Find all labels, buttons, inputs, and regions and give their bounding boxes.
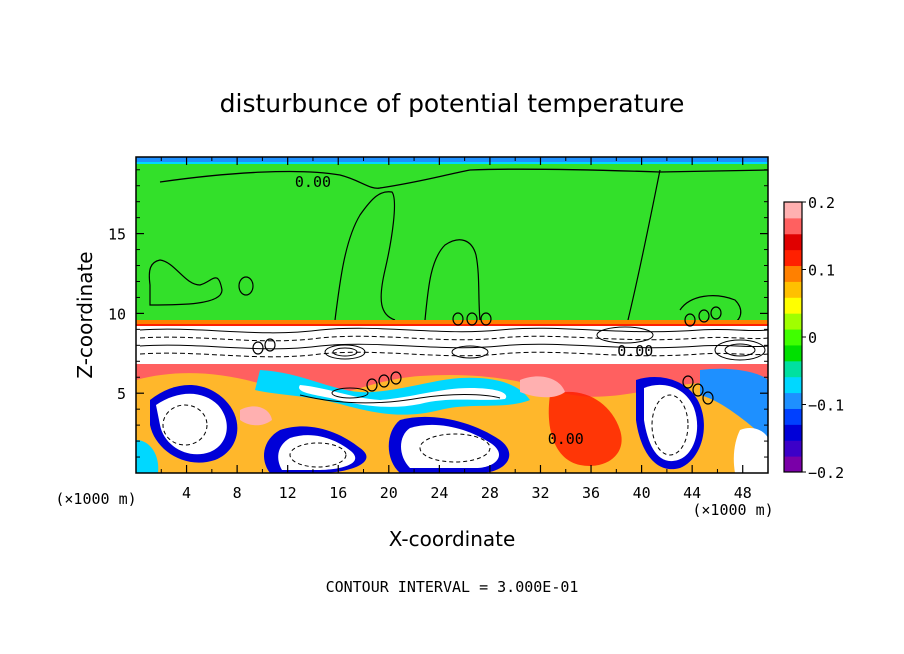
lower-layer-contours: [162, 387, 689, 468]
contour-label: 0.00: [548, 430, 584, 448]
colorbar-swatch: [784, 360, 802, 378]
top-boundary-layer: [136, 157, 768, 162]
colorbar-swatch: [784, 392, 802, 409]
x-tick-label: 4: [182, 484, 191, 502]
x-tick-label: 12: [279, 484, 297, 502]
contour-interval-label: CONTOUR INTERVAL = 3.000E-01: [326, 578, 579, 596]
x-tick-label: 8: [233, 484, 242, 502]
x-axis: 4 8 12 16 20 24 28 32 36 40 44 48: [160, 157, 752, 502]
x-tick-label: 16: [329, 484, 347, 502]
colorbar-swatch: [784, 344, 802, 362]
x-tick-label: 44: [683, 484, 701, 502]
colorbar-swatch: [784, 297, 802, 314]
colorbar-swatch: [784, 217, 802, 235]
contour-labels: 0.00 0.00 0.00: [295, 173, 653, 448]
contour-line: [627, 169, 661, 321]
colorbar-tick-label: −0.2: [808, 464, 844, 482]
x-tick-label: 48: [734, 484, 752, 502]
colorbar-swatch: [784, 281, 802, 298]
contour-label-markers: [252, 306, 722, 405]
colorbar-swatch: [784, 408, 802, 425]
x-tick-label: 28: [481, 484, 499, 502]
colorbar-swatch: [784, 329, 802, 346]
contour-label: 0.00: [617, 342, 653, 360]
colorbar-swatch: [784, 456, 802, 473]
y-axis-label: Z-coordinate: [73, 251, 97, 378]
x-tick-label: 24: [430, 484, 448, 502]
colorbar-swatch: [784, 265, 802, 282]
contour-line-upper-zero: [159, 168, 768, 189]
colorbar-swatch: [784, 440, 802, 457]
x-axis-unit: (×1000 m): [692, 501, 773, 519]
lower-layer-eddies: [136, 368, 768, 473]
inversion-contours: [139, 326, 768, 361]
x-tick-label: 36: [582, 484, 600, 502]
contour-line: [334, 191, 396, 321]
y-tick-label: 10: [108, 305, 126, 323]
chart-title: disturbunce of potential temperature: [220, 89, 685, 118]
colorbar-swatch: [784, 376, 802, 394]
y-tick-label: 15: [108, 226, 126, 244]
x-tick-label: 40: [633, 484, 651, 502]
contour-label: 0.00: [295, 173, 331, 191]
colorbar: −0.2 −0.1 0 0.1 0.2: [783, 194, 844, 482]
colorbar-swatch: [784, 424, 802, 441]
x-axis-label: X-coordinate: [389, 527, 516, 551]
colorbar-swatch: [784, 233, 802, 251]
z-axis-unit: (×1000 m): [55, 490, 136, 508]
x-tick-label: 20: [380, 484, 398, 502]
y-tick-label: 5: [117, 385, 126, 403]
colorbar-tick-label: −0.1: [808, 397, 844, 415]
colorbar-swatch: [784, 313, 802, 330]
inversion-band: [136, 320, 768, 324]
colorbar-tick-label: 0.1: [808, 262, 835, 280]
colorbar-tick-label: 0.2: [808, 194, 835, 212]
colorbar-tick-label: 0: [808, 329, 817, 347]
contour-line: [148, 259, 223, 306]
colorbar-swatch: [784, 249, 802, 267]
colorbar-swatch: [784, 202, 802, 219]
plot-area: [136, 157, 768, 473]
plot-frame: [135, 156, 769, 474]
y-axis: 5 10 15: [108, 169, 768, 458]
contour-line: [424, 239, 481, 321]
x-tick-label: 32: [531, 484, 549, 502]
contour-line: [679, 295, 742, 323]
